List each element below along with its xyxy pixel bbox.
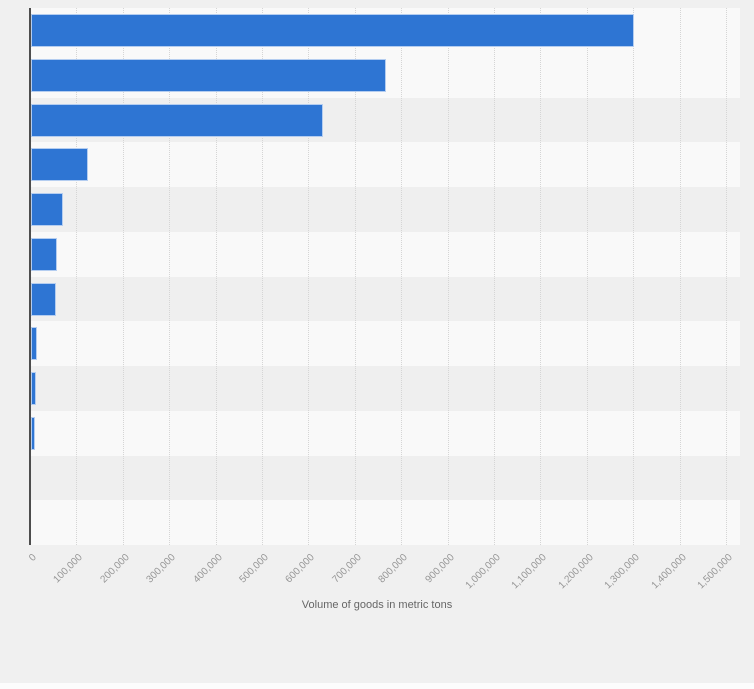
gridline bbox=[308, 8, 310, 545]
x-tick-label: 500,000 bbox=[237, 552, 271, 586]
row-stripe bbox=[31, 321, 740, 366]
x-tick-label: 1,400,000 bbox=[649, 552, 689, 592]
row-stripe bbox=[31, 142, 740, 187]
x-tick-label: 1,500,000 bbox=[695, 552, 735, 592]
row-stripe bbox=[31, 366, 740, 411]
gridline bbox=[679, 8, 681, 545]
bar[interactable] bbox=[31, 148, 88, 182]
gridline bbox=[122, 8, 124, 545]
x-tick-label: 1,300,000 bbox=[602, 552, 642, 592]
row-stripe bbox=[31, 231, 740, 277]
x-tick-label: 100,000 bbox=[51, 552, 86, 586]
x-tick-label: 1,000,000 bbox=[463, 552, 503, 592]
bar[interactable] bbox=[31, 372, 37, 405]
row-stripe bbox=[31, 276, 740, 322]
row-stripe bbox=[31, 410, 740, 456]
gridline bbox=[447, 8, 449, 545]
gridline bbox=[262, 8, 263, 545]
bar[interactable] bbox=[31, 416, 35, 450]
gridline bbox=[586, 8, 588, 545]
bar[interactable] bbox=[31, 282, 56, 316]
x-tick-label: 400,000 bbox=[191, 552, 225, 586]
x-tick-label: 800,000 bbox=[376, 552, 410, 586]
x-axis-title: Volume of goods in metric tons bbox=[301, 599, 453, 611]
gridline bbox=[169, 8, 171, 545]
gridline bbox=[215, 8, 217, 545]
gridline bbox=[76, 8, 78, 545]
bar[interactable] bbox=[31, 58, 386, 92]
x-tick-label: 700,000 bbox=[330, 552, 364, 586]
row-stripe bbox=[31, 455, 740, 501]
x-tick-label: 1,100,000 bbox=[509, 552, 550, 592]
gridline bbox=[540, 8, 542, 545]
gridline bbox=[354, 8, 356, 545]
gridline bbox=[494, 8, 495, 545]
bar[interactable] bbox=[31, 14, 635, 47]
x-tick-label: 1,200,000 bbox=[556, 552, 596, 592]
bar[interactable] bbox=[31, 193, 64, 226]
plot-area bbox=[31, 8, 740, 545]
bar[interactable] bbox=[31, 103, 324, 137]
bar[interactable] bbox=[31, 327, 38, 361]
x-tick-label: 200,000 bbox=[98, 552, 132, 586]
row-stripe bbox=[31, 500, 740, 545]
x-tick-label: 600,000 bbox=[283, 552, 318, 586]
gridline bbox=[726, 8, 727, 545]
y-axis-line bbox=[29, 8, 31, 545]
x-tick-label: 900,000 bbox=[423, 552, 457, 586]
gridline bbox=[633, 8, 635, 545]
bar[interactable] bbox=[31, 237, 57, 271]
x-tick-label: 300,000 bbox=[144, 552, 178, 586]
row-stripe bbox=[31, 187, 740, 232]
footer-strip bbox=[0, 683, 754, 689]
gridline bbox=[401, 8, 403, 545]
